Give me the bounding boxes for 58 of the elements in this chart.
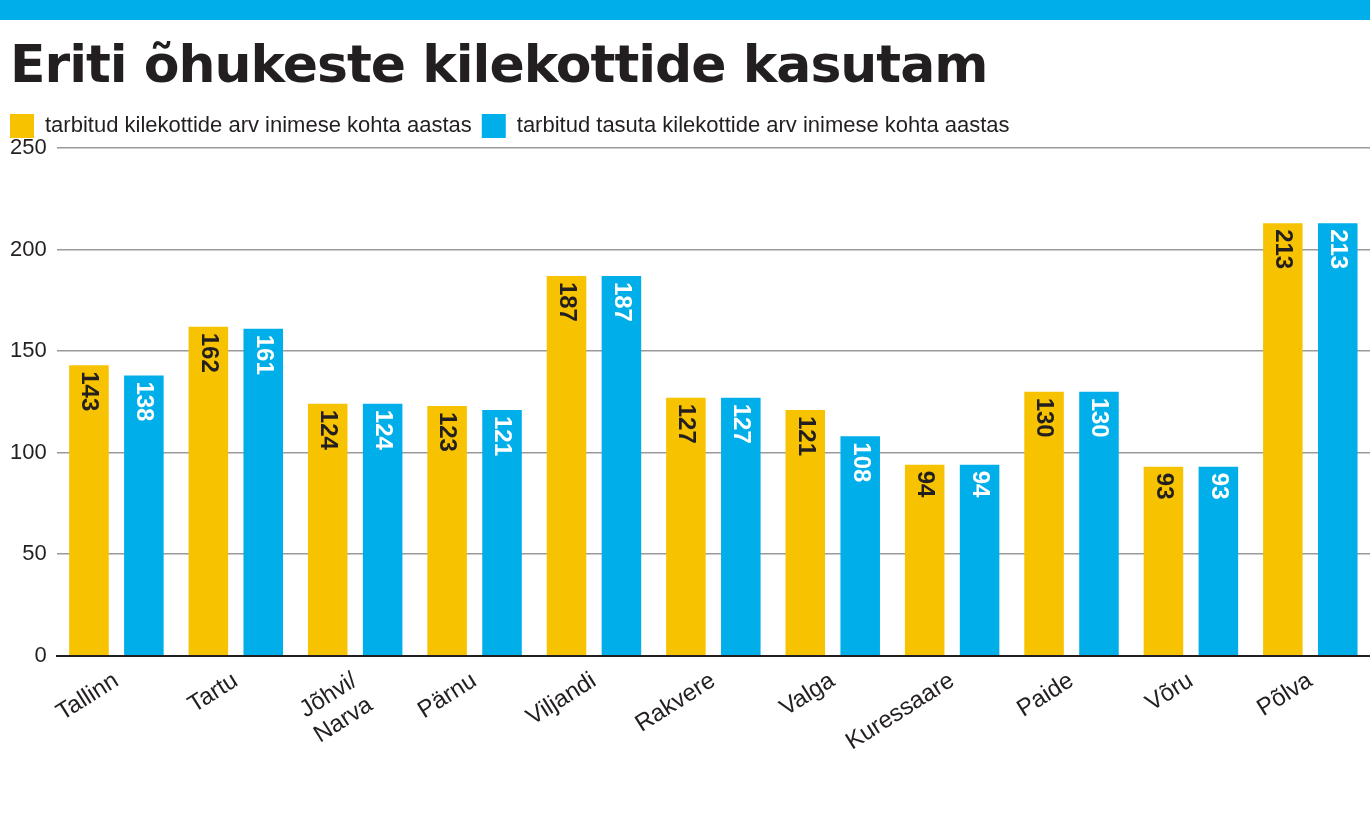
data-label: 127 — [729, 403, 757, 444]
data-label: 138 — [132, 381, 160, 422]
bar — [904, 464, 945, 655]
data-label: 187 — [554, 281, 582, 322]
data-label: 94 — [967, 470, 995, 499]
y-tick-label: 0 — [34, 641, 47, 667]
bar — [959, 464, 1000, 655]
data-label: 130 — [1087, 397, 1115, 438]
data-label: 94 — [913, 470, 941, 499]
bar — [482, 409, 522, 655]
data-label: 130 — [1032, 397, 1060, 438]
bar — [362, 403, 403, 655]
data-label: 124 — [371, 409, 399, 451]
data-label: 187 — [609, 281, 637, 322]
x-tick-label: Võru — [1139, 665, 1198, 716]
legend-label: tarbitud tasuta kilekottide arv inimese kohta aastas — [516, 112, 1010, 138]
bar — [546, 275, 587, 655]
bar — [721, 397, 761, 655]
bar — [1143, 466, 1184, 655]
y-tick-label: 150 — [9, 337, 47, 363]
bar — [1317, 223, 1358, 655]
data-label: 121 — [490, 415, 518, 456]
bar — [1198, 466, 1239, 655]
data-label: 108 — [848, 442, 876, 483]
data-label: 123 — [435, 411, 463, 452]
legend-label: tarbitud kilekottide arv inimese kohta aastas — [45, 112, 472, 138]
bar — [243, 328, 284, 655]
data-label: 93 — [1206, 472, 1234, 500]
data-label: 121 — [793, 415, 821, 456]
bar — [601, 275, 642, 655]
bar — [1263, 223, 1303, 655]
bar — [427, 405, 467, 655]
data-label: 161 — [251, 334, 279, 375]
bar — [307, 403, 348, 655]
bar — [1079, 391, 1119, 655]
bar — [666, 397, 706, 655]
data-label: 93 — [1151, 472, 1179, 500]
data-label: 213 — [1326, 229, 1354, 270]
bar — [69, 365, 109, 655]
bar — [840, 436, 880, 655]
bar — [785, 409, 826, 655]
data-label: 127 — [674, 403, 702, 444]
y-tick-label: 200 — [9, 235, 47, 261]
bar — [188, 326, 229, 655]
x-tick-label: Põlva — [1251, 665, 1318, 721]
data-label: 124 — [316, 409, 344, 451]
y-tick-label: 250 — [9, 134, 47, 160]
chart-title: Eriti õhukeste kilekottide kasutam — [10, 34, 989, 94]
y-tick-label: 100 — [9, 438, 47, 464]
data-label: 162 — [196, 332, 224, 373]
bar — [1024, 391, 1064, 655]
x-tick-label: Paide — [1011, 665, 1078, 722]
x-tick-label: Valga — [774, 665, 840, 721]
data-label: 143 — [77, 371, 105, 412]
y-tick-label: 50 — [22, 540, 47, 566]
x-tick-label: Tartu — [182, 665, 243, 718]
data-label: 213 — [1271, 229, 1299, 270]
bar — [124, 375, 164, 655]
